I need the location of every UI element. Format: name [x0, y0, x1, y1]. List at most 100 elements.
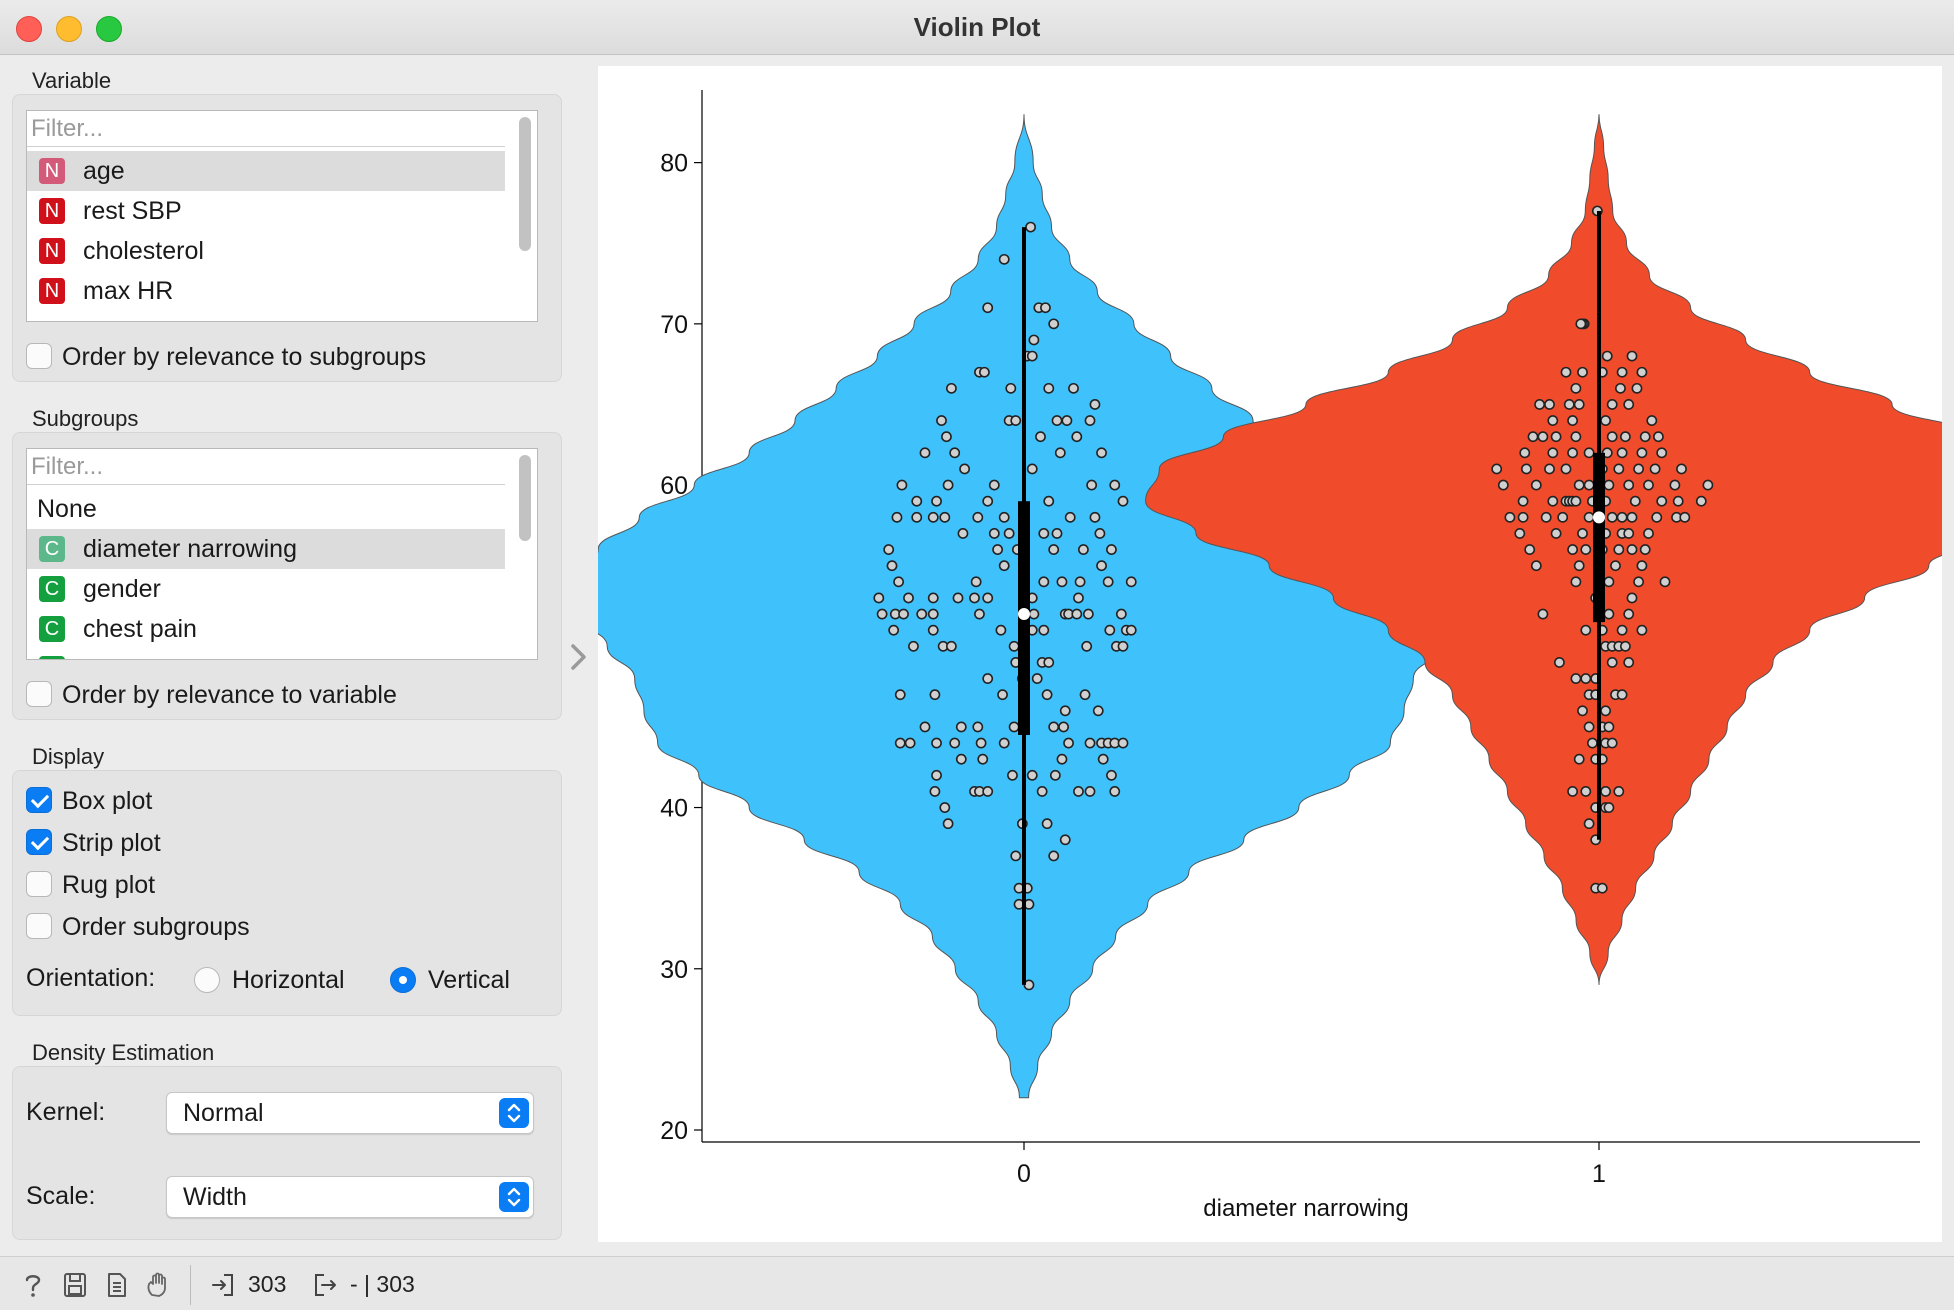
strip-point [988, 528, 1000, 539]
updown-chevron-icon[interactable] [499, 1182, 529, 1212]
strip-point [1580, 544, 1592, 555]
variable-item-label: max HR [83, 277, 174, 305]
updown-chevron-icon[interactable] [499, 1098, 529, 1128]
variable-item-cholesterol[interactable]: N cholesterol [27, 231, 505, 271]
checkbox-box[interactable] [26, 871, 52, 897]
subgroups-list-scrollbar[interactable] [519, 455, 531, 541]
strip-point [1115, 608, 1127, 620]
subgroup-item-partial [27, 649, 505, 659]
strip-point [1005, 382, 1017, 394]
subgroups-list[interactable]: None C diameter narrowing C gender C che… [26, 448, 538, 660]
collapse-panel-chevron-icon[interactable] [566, 640, 592, 674]
strip-point [1672, 495, 1684, 507]
strip-point [1629, 495, 1641, 507]
variable-filter-input[interactable] [27, 111, 505, 147]
variable-list[interactable]: N age N rest SBP N cholesterol N max HR [26, 110, 538, 322]
strip-point [1570, 382, 1582, 394]
subgroup-item-diameter-narrowing[interactable]: C diameter narrowing [27, 529, 505, 569]
checkbox-box[interactable] [26, 343, 52, 369]
strip-point [1491, 463, 1503, 475]
checkbox-box[interactable] [26, 681, 52, 707]
strip-point [1615, 382, 1626, 394]
strip-point [1084, 737, 1096, 749]
strip-point [1575, 318, 1587, 330]
strip-point [1600, 415, 1611, 426]
minimize-window-button[interactable] [56, 16, 82, 42]
strip-point [1639, 544, 1651, 555]
kernel-select[interactable]: Normal [166, 1092, 534, 1134]
checkbox-box[interactable] [26, 913, 52, 939]
variable-item-rest-sbp[interactable]: N rest SBP [27, 191, 505, 231]
vertical-radio[interactable] [390, 967, 416, 993]
strip-point [982, 786, 994, 797]
x-axis-label: diameter narrowing [1203, 1195, 1408, 1222]
strip-point [1010, 850, 1022, 862]
strip-point [891, 511, 903, 523]
strip-point [1695, 495, 1707, 507]
strip-point [1517, 495, 1529, 507]
strip-point [1603, 608, 1615, 620]
strip-point [1521, 463, 1532, 475]
strip-point [1577, 528, 1588, 539]
strip-point [955, 753, 967, 765]
subgroups-filter-input[interactable] [27, 449, 505, 485]
strip-point [1089, 399, 1101, 410]
strip-point [1596, 882, 1608, 894]
close-window-button[interactable] [16, 16, 42, 42]
strip-point [1026, 769, 1038, 781]
strip-point [1049, 769, 1061, 781]
variable-item-age[interactable]: N age [27, 151, 505, 191]
scale-select[interactable]: Width [166, 1176, 534, 1218]
horizontal-radio[interactable] [194, 967, 220, 993]
categorical-type-icon [39, 656, 65, 659]
strip-point [1623, 528, 1635, 539]
strip-point [1504, 511, 1516, 523]
strip-point [1097, 753, 1109, 765]
strip-point [982, 302, 994, 314]
output-icon[interactable] [312, 1271, 338, 1299]
input-icon[interactable] [210, 1271, 236, 1299]
strip-point [1659, 576, 1671, 588]
strip-point [1573, 399, 1585, 410]
numeric-type-icon: N [39, 238, 65, 264]
strip-point [1633, 576, 1644, 588]
variable-list-scrollbar[interactable] [519, 117, 531, 251]
strip-point [1679, 511, 1691, 523]
maximize-window-button[interactable] [96, 16, 122, 42]
report-icon[interactable] [104, 1271, 130, 1299]
strip-point [1600, 786, 1611, 797]
strip-point [1580, 673, 1592, 684]
strip-point [1570, 673, 1582, 684]
subgroup-item-chest-pain[interactable]: C chest pain [27, 609, 505, 649]
horizontal-radio-label[interactable]: Horizontal [232, 966, 345, 994]
strip-point [1035, 431, 1046, 443]
strip-point [1606, 657, 1618, 668]
strip-point [1613, 786, 1625, 797]
y-tick-label: 20 [660, 1117, 688, 1145]
variable-item-max-hr[interactable]: N max HR [27, 271, 505, 311]
strip-point [1643, 479, 1654, 491]
hand-icon[interactable] [144, 1271, 170, 1299]
vertical-radio-label[interactable]: Vertical [428, 966, 510, 994]
strip-point [939, 802, 951, 813]
strip-point [995, 624, 1007, 636]
strip-point [1117, 495, 1129, 507]
strip-point [1583, 818, 1595, 830]
strip-point [1038, 624, 1050, 636]
output-count: - | 303 [350, 1271, 415, 1297]
subgroup-item-gender[interactable]: C gender [27, 569, 505, 609]
save-icon[interactable] [62, 1271, 88, 1299]
checkbox-box[interactable] [26, 787, 52, 813]
categorical-type-icon: C [39, 576, 65, 602]
subgroup-item-label: chest pain [83, 615, 197, 643]
help-icon[interactable] [20, 1271, 46, 1299]
strip-point [1524, 544, 1536, 555]
checkbox-box[interactable] [26, 829, 52, 855]
strip-point [908, 640, 919, 652]
strip-point [1656, 495, 1668, 507]
subgroup-item-none[interactable]: None [27, 489, 505, 529]
strip-point [1003, 528, 1015, 539]
subgroup-item-label: gender [83, 575, 161, 603]
strip-point [974, 608, 985, 620]
